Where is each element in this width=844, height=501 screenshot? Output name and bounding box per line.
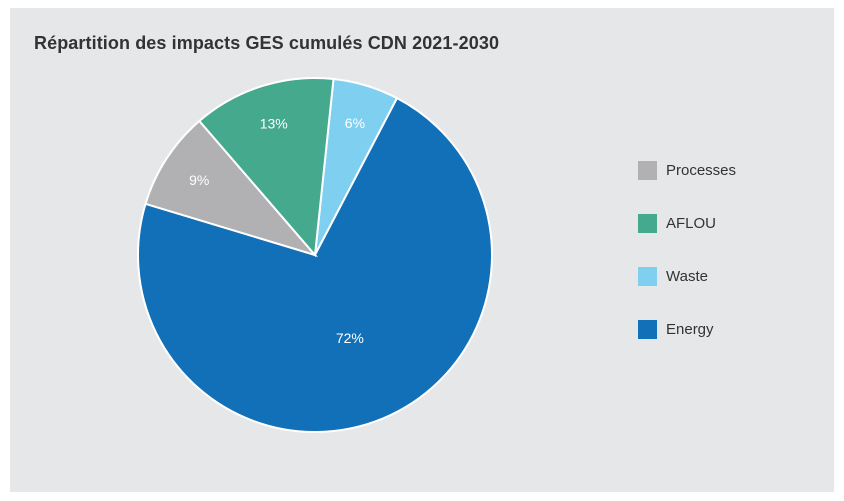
pie-slice-aflou bbox=[197, 77, 335, 258]
legend-item-waste: Waste bbox=[638, 264, 708, 288]
legend-swatch bbox=[638, 213, 657, 233]
legend-item-energy: Energy bbox=[638, 317, 714, 341]
legend-swatch bbox=[638, 266, 657, 286]
legend-item-processes: Processes bbox=[638, 158, 736, 182]
pie-label-waste: 6% bbox=[345, 115, 365, 131]
legend-swatch bbox=[638, 160, 657, 180]
legend-label: Energy bbox=[666, 320, 714, 338]
legend-label: AFLOU bbox=[666, 214, 717, 232]
legend-swatch bbox=[638, 319, 657, 339]
legend-item-aflou: AFLOU bbox=[638, 211, 716, 235]
chart-title: Répartition des impacts GES cumulés CDN … bbox=[34, 33, 500, 53]
pie-slice-energy bbox=[137, 96, 493, 433]
pie-slice-processes bbox=[144, 119, 319, 257]
pie-label-energy: 72% bbox=[336, 330, 364, 346]
pie-label-aflou: 13% bbox=[260, 115, 288, 131]
legend-label: Waste bbox=[666, 267, 708, 285]
pie-label-processes: 9% bbox=[189, 172, 209, 188]
legend-label: Processes bbox=[666, 161, 737, 179]
